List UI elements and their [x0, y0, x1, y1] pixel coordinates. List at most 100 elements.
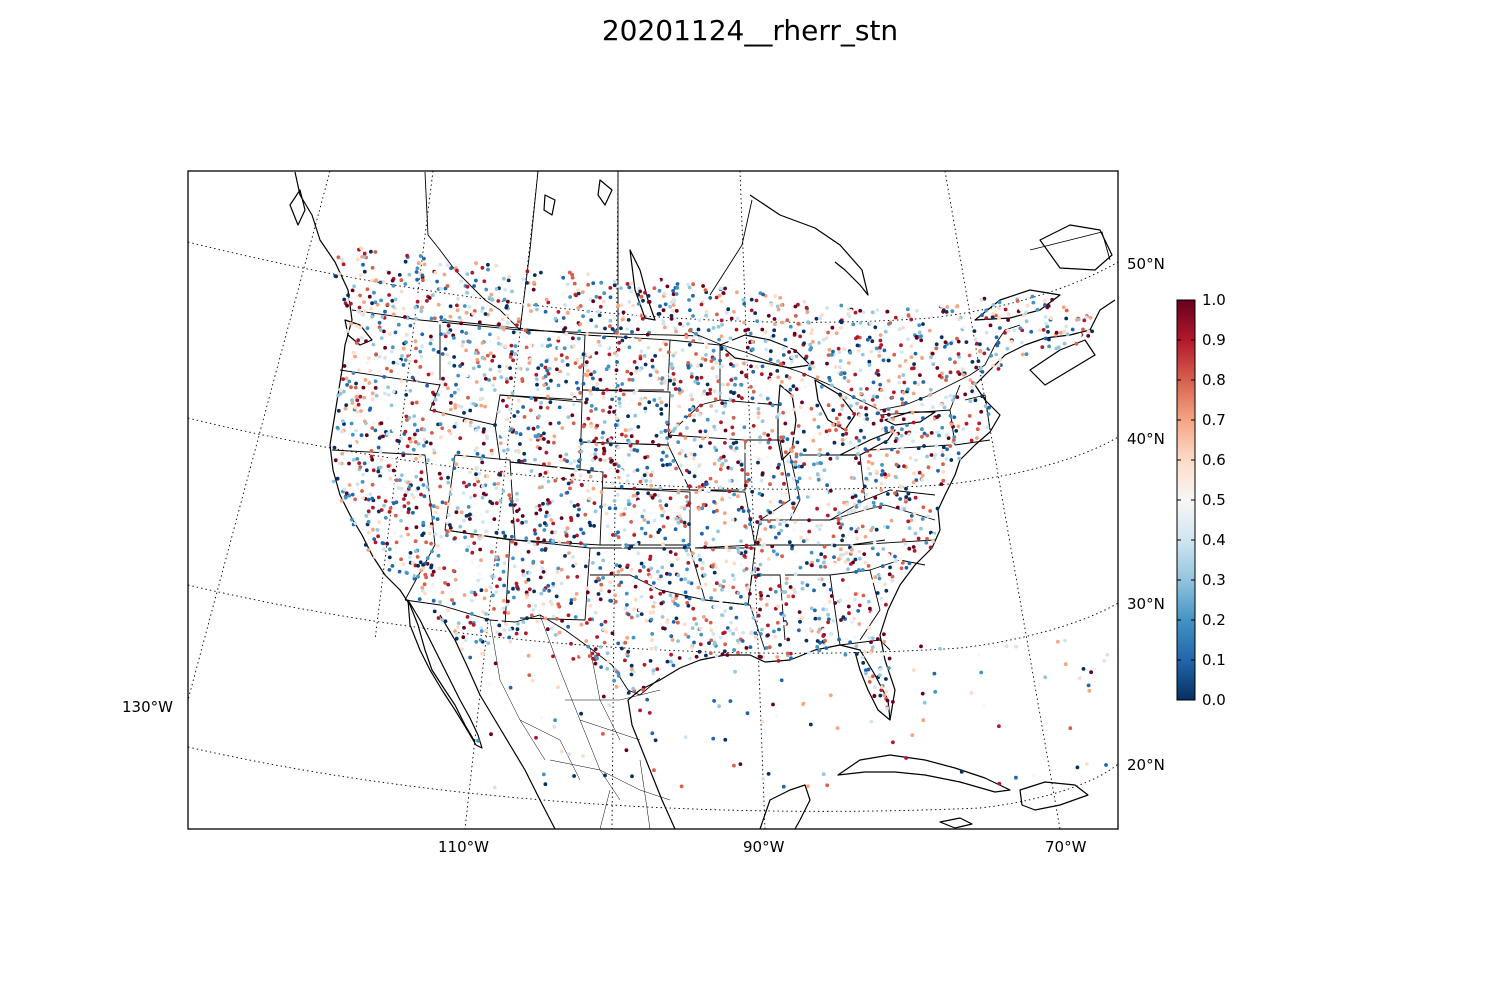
station-dot — [797, 628, 801, 633]
station-dot — [405, 571, 409, 575]
station-dot — [640, 476, 645, 481]
station-dot — [671, 459, 676, 463]
station-dot — [875, 395, 880, 399]
station-dot — [768, 614, 773, 618]
station-dot — [507, 493, 512, 497]
station-dot — [542, 528, 547, 532]
station-dot — [924, 540, 929, 545]
station-dot — [408, 551, 413, 555]
station-dot — [979, 366, 983, 370]
station-dot — [816, 477, 821, 482]
station-dot — [793, 590, 797, 595]
station-dot — [625, 563, 630, 568]
station-dot — [822, 560, 826, 565]
station-dot — [616, 641, 621, 646]
station-dot — [866, 564, 871, 568]
station-dot — [610, 327, 615, 331]
station-dot — [852, 597, 857, 602]
station-dot — [650, 364, 655, 369]
station-dot — [520, 520, 525, 525]
station-dot — [825, 361, 829, 366]
station-dot — [940, 449, 945, 454]
station-dot — [613, 506, 618, 511]
station-dot — [599, 505, 603, 509]
station-dot — [386, 416, 390, 421]
station-dot — [671, 292, 676, 297]
station-dot — [596, 592, 601, 596]
station-dot — [809, 606, 814, 611]
station-dot — [667, 439, 672, 444]
station-dot — [564, 452, 569, 457]
station-dot — [482, 373, 487, 377]
station-dot — [629, 289, 634, 294]
station-dot — [846, 604, 851, 609]
station-dot — [432, 316, 437, 321]
station-dot — [428, 324, 432, 329]
station-dot — [714, 409, 719, 413]
station-dot — [576, 349, 581, 353]
colorbar-tick-label: 1.0 — [1202, 291, 1226, 309]
station-dot — [882, 693, 887, 698]
station-dot — [698, 429, 703, 434]
station-dot — [978, 342, 982, 347]
station-dot — [539, 591, 544, 596]
station-dot — [814, 316, 819, 321]
station-dot — [650, 638, 654, 643]
station-dot — [671, 303, 676, 307]
station-dot — [779, 362, 783, 366]
station-dot — [886, 553, 891, 557]
station-dot — [677, 451, 682, 456]
station-dot — [430, 573, 435, 577]
station-dot — [396, 486, 401, 491]
station-dot — [407, 436, 412, 441]
station-dot — [471, 623, 476, 627]
station-dot — [556, 685, 560, 690]
station-dot — [570, 272, 574, 277]
station-dot — [376, 509, 381, 514]
station-dot — [934, 346, 939, 351]
station-dot — [781, 410, 785, 415]
station-dot — [921, 322, 925, 326]
station-dot — [601, 395, 606, 400]
station-dot — [723, 642, 727, 647]
station-dot — [799, 458, 804, 462]
station-dot — [683, 524, 687, 528]
station-dot — [449, 266, 453, 270]
station-dot — [579, 622, 584, 627]
station-dot — [855, 446, 859, 450]
station-dot — [413, 305, 418, 310]
station-dot — [846, 510, 851, 515]
station-dot — [826, 505, 831, 510]
station-dot — [1086, 334, 1091, 338]
station-dot — [711, 547, 715, 552]
station-dot — [1044, 322, 1048, 326]
station-dot — [477, 493, 482, 498]
station-dot — [427, 296, 432, 300]
station-dot — [630, 337, 635, 342]
station-dot — [739, 463, 744, 467]
station-dot — [934, 398, 939, 403]
station-dot — [754, 364, 759, 369]
station-dot — [635, 614, 640, 618]
station-dot — [815, 506, 819, 511]
station-dot — [873, 310, 878, 315]
station-dot — [417, 417, 422, 422]
station-dot — [802, 372, 807, 377]
quebec-labrador — [1029, 231, 1111, 261]
station-dot — [419, 492, 423, 497]
station-dot — [817, 577, 821, 582]
station-dot — [1077, 676, 1082, 681]
station-dot — [714, 295, 719, 300]
station-dot — [828, 693, 833, 698]
station-dot — [930, 533, 935, 538]
station-dot — [506, 590, 510, 594]
station-dot — [708, 476, 713, 481]
station-dot — [623, 658, 627, 663]
station-dot — [944, 395, 948, 400]
station-dot — [847, 416, 851, 420]
station-dot — [610, 481, 615, 485]
station-dot — [960, 367, 965, 372]
station-dot — [871, 380, 876, 385]
station-dot — [779, 611, 784, 616]
station-dot — [537, 485, 542, 490]
